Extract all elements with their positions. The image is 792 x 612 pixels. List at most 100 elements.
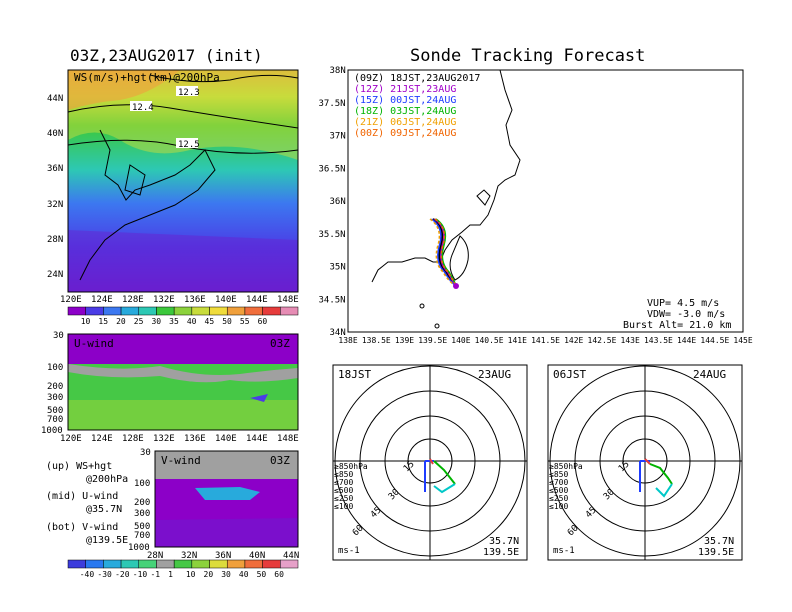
lon-tick: 139E [395, 336, 414, 345]
colorbar-swatch [103, 559, 122, 569]
colorbar-label: 30 [151, 317, 161, 326]
colorbar-swatch [156, 559, 175, 569]
lon-tick: 148E [277, 295, 299, 305]
colorbar-label: -20 [115, 570, 130, 579]
u-wind-panel: U-wind 03Z [67, 333, 299, 431]
lon-tick: 128E [122, 295, 144, 305]
panel-legend: (up) WS+hgt @200hPa (mid) U-wind @35.7N … [46, 461, 128, 546]
sonde-track [435, 218, 457, 287]
colorbar-label: 35 [169, 317, 179, 326]
v-wind-panel: V-wind 03Z [154, 450, 299, 548]
lon-tick: 148E [277, 434, 299, 444]
lon-tick: 138.5E [362, 336, 391, 345]
colorbar-label: -10 [133, 570, 148, 579]
u-lon-ticks: 120E 124E 128E 132E 136E 140E 144E 148E [60, 434, 299, 444]
colorbar-swatch [280, 559, 299, 569]
colorbar-label: 60 [258, 317, 268, 326]
colorbar-label: 1 [168, 570, 173, 579]
lat-tick: 38N [330, 66, 346, 76]
lon-tick: 142E [564, 336, 583, 345]
lat-tick: 40N [47, 129, 63, 139]
level-tick: 30 [53, 331, 64, 341]
contour-label-bg [130, 101, 152, 111]
ws-map-lat-ticks: 44N 40N 36N 32N 28N 24N [47, 94, 63, 280]
lon-tick: 144.5E [700, 336, 729, 345]
legend-line: (up) WS+hgt [46, 461, 112, 472]
colorbar-swatch [244, 559, 263, 569]
colorbar-swatch [67, 306, 86, 316]
colorbar-swatch [209, 306, 228, 316]
level-tick: 100 [47, 363, 63, 373]
lat-tick: 36N [47, 164, 63, 174]
level-tick: 300 [134, 509, 150, 519]
launch-entry: (18Z) 03JST,24AUG [354, 106, 456, 117]
ws-map-frame [67, 69, 299, 293]
hodo-legend-item: ≤700 [549, 478, 568, 487]
ws-colorbar-labels: 10 15 20 25 30 35 40 45 50 55 60 [81, 317, 268, 326]
lon-tick: 142.5E [588, 336, 617, 345]
hodo-legend-item: ≤850 [549, 470, 568, 479]
contour-label: 12.5 [178, 140, 200, 150]
lon-tick: 120E [60, 295, 82, 305]
colorbar-label: 10 [81, 317, 91, 326]
coastline [371, 70, 521, 329]
hodo-legend-item: ≤250 [334, 494, 353, 503]
colorbar-swatch [138, 559, 157, 569]
colorbar-swatch [262, 306, 281, 316]
level-tick: 700 [47, 415, 63, 425]
level-tick: 300 [47, 393, 63, 403]
level-tick: 1000 [128, 543, 150, 553]
lat-tick: 28N [147, 551, 163, 561]
lon-tick: 141E [508, 336, 527, 345]
u-level-ticks: 30 100 200 300 500 700 1000 [41, 331, 64, 436]
lon-tick: 141.5E [531, 336, 560, 345]
hodograph-2: 06JST 24AUG 15 30 45 60 ≥850hPa ≤850 ≤70… [547, 364, 743, 561]
lon-tick: 143E [621, 336, 640, 345]
lon-tick: 128E [122, 434, 144, 444]
hodo-legend-item: ≤250 [549, 494, 568, 503]
lat-tick: 36N [330, 197, 346, 207]
init-title: 03Z,23AUG2017 (init) [70, 46, 263, 65]
level-tick: 200 [134, 498, 150, 508]
lon-tick: 144E [246, 295, 268, 305]
hodo-legend-item: ≤100 [549, 502, 568, 511]
colorbar-swatch [280, 306, 299, 316]
sonde-track [432, 218, 457, 287]
level-tick: 500 [134, 522, 150, 532]
v-panel-time: 03Z [270, 454, 290, 467]
hodo-date: 23AUG [478, 368, 511, 381]
lat-tick: 24N [47, 270, 63, 280]
lat-tick: 35N [330, 263, 346, 273]
hodo-lon: 139.5E [483, 547, 519, 558]
lon-tick: 140.5E [475, 336, 504, 345]
lat-tick: 34.5N [319, 295, 346, 305]
lon-tick: 139.5E [418, 336, 447, 345]
level-tick: 200 [47, 382, 63, 392]
hodo-units: ms-1 [338, 546, 360, 556]
launch-entry: (00Z) 09JST,24AUG [354, 128, 456, 139]
main-title: Sonde Tracking Forecast [410, 46, 645, 66]
colorbar-label: 50 [222, 317, 232, 326]
colorbar-swatch [120, 559, 140, 569]
wind-colorbar [67, 559, 299, 569]
lon-tick: 132E [153, 434, 175, 444]
lon-tick: 132E [153, 295, 175, 305]
level-tick: 30 [140, 448, 151, 458]
colorbar-label: 30 [221, 570, 231, 579]
lon-tick: 140E [215, 434, 237, 444]
lon-tick: 124E [91, 295, 113, 305]
ws-map-panel: 12.3 12.4 12.5 WS(m/s)+hgt(km)@200hPa [67, 69, 299, 293]
legend-line: (mid) U-wind [46, 491, 118, 502]
track-map-frame [347, 69, 744, 333]
legend-line: (bot) V-wind [46, 522, 118, 533]
lat-tick: 34N [330, 328, 346, 338]
v-level-ticks: 30 100 200 300 500 700 1000 [128, 448, 151, 553]
hodograph-1: 18JST 23AUG 15 30 45 60 ≥850hPa ≤850 ≤70… [332, 364, 528, 561]
lat-tick: 32N [47, 200, 63, 210]
v-lat-ticks: 28N 32N 36N 40N 44N [147, 551, 299, 561]
hodo-legend: ≥850hPa ≤850 ≤700 ≤500 ≤250 ≤100 [334, 462, 368, 511]
lon-tick: 145E [733, 336, 752, 345]
colorbar-swatch [226, 559, 246, 569]
legend-line: @35.7N [86, 504, 122, 515]
